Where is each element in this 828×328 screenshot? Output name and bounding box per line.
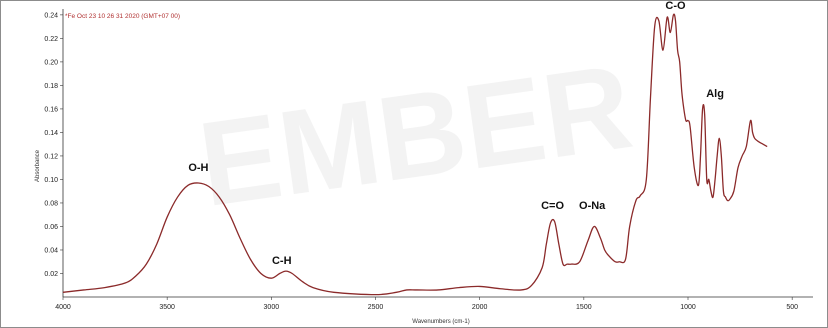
x-tick-label: 3500 xyxy=(159,304,175,311)
y-tick-label: 0.06 xyxy=(44,224,58,231)
y-tick-label: 0.16 xyxy=(44,106,58,113)
peak-label: C-H xyxy=(272,255,292,267)
y-tick-label: 0.10 xyxy=(44,177,58,184)
x-tick-label: 2000 xyxy=(472,304,488,311)
y-tick-label: 0.22 xyxy=(44,36,58,43)
peak-label: C=O xyxy=(541,200,564,212)
y-tick-label: 0.18 xyxy=(44,83,58,90)
peak-label: C-O xyxy=(665,1,686,12)
spectrum-line xyxy=(62,13,768,296)
y-tick-label: 0.14 xyxy=(44,130,58,137)
x-tick-label: 500 xyxy=(786,304,798,311)
x-tick-label: 2500 xyxy=(368,304,384,311)
watermark-text: EMBER xyxy=(192,39,640,232)
x-tick-label: 3000 xyxy=(264,304,280,311)
peak-label: O-Na xyxy=(579,200,606,212)
y-axis-title: Absorbance xyxy=(35,149,41,182)
x-tick-label: 4000 xyxy=(55,304,71,311)
y-tick-label: 0.02 xyxy=(44,271,58,278)
x-axis-title: Wavenumbers (cm-1) xyxy=(412,319,469,325)
x-tick-label: 1000 xyxy=(680,304,696,311)
y-tick-label: 0.20 xyxy=(44,59,58,66)
y-tick-label: 0.04 xyxy=(44,247,58,254)
y-tick-label: 0.08 xyxy=(44,200,58,207)
x-tick-label: 1500 xyxy=(576,304,592,311)
peak-label: Alg xyxy=(706,88,724,100)
y-tick-label: 0.12 xyxy=(44,153,58,160)
y-tick-label: 0.24 xyxy=(44,12,58,19)
peak-label: O-H xyxy=(188,162,208,174)
chart-header-text: *Fe Oct 23 10 26 31 2020 (GMT+07 00) xyxy=(65,13,180,20)
